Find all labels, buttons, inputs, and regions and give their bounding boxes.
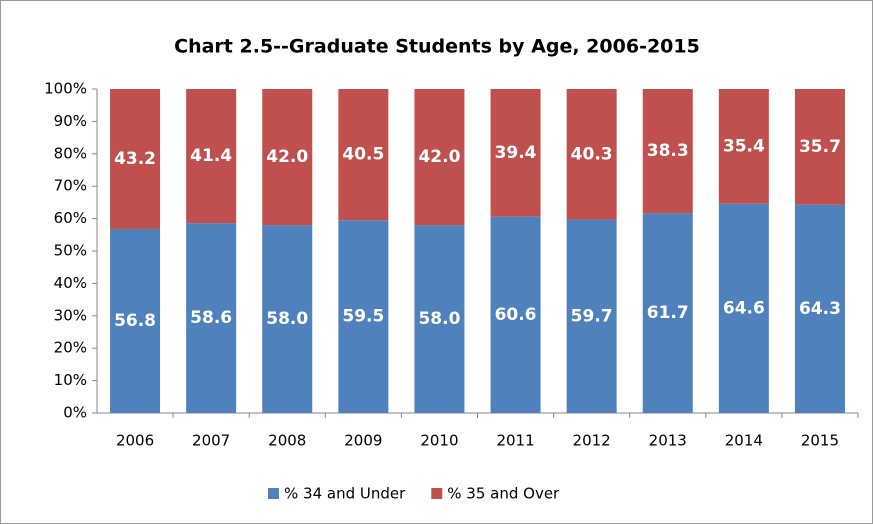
x-tick-label: 2012 <box>573 432 611 450</box>
x-tick-label: 2010 <box>420 432 458 450</box>
x-tick-label: 2009 <box>344 432 382 450</box>
data-label: 40.5 <box>342 145 384 165</box>
bar-segment <box>718 203 769 413</box>
bar-segment <box>794 89 845 205</box>
bar-segment <box>262 225 313 413</box>
x-tick-label: 2011 <box>496 432 534 450</box>
y-tick-label: 100% <box>44 80 87 98</box>
y-tick-label: 50% <box>54 242 87 260</box>
legend-label: % 34 and Under <box>284 485 406 503</box>
bar-segment <box>262 89 313 226</box>
bar-segment <box>110 89 161 229</box>
y-tick-label: 20% <box>54 339 87 357</box>
bar-segment <box>566 219 617 413</box>
y-tick-label: 60% <box>54 209 87 227</box>
bar-segment <box>642 89 693 214</box>
data-label: 39.4 <box>495 143 537 163</box>
bar-segment <box>414 225 465 413</box>
chart-title: Chart 2.5--Graduate Students by Age, 200… <box>174 36 700 58</box>
y-tick-label: 40% <box>54 274 87 292</box>
legend-swatch <box>268 488 279 499</box>
data-label: 41.4 <box>190 146 232 166</box>
data-label: 58.0 <box>418 309 460 329</box>
data-label: 42.0 <box>418 147 460 167</box>
y-tick-label: 0% <box>63 404 87 422</box>
bar-segment <box>566 89 617 220</box>
legend-label: % 35 and Over <box>447 485 560 503</box>
bar-segment <box>186 89 237 224</box>
data-label: 61.7 <box>647 303 689 323</box>
bar-segment <box>490 89 541 217</box>
bar-segment <box>186 223 237 413</box>
data-label: 42.0 <box>266 147 308 167</box>
data-label: 64.6 <box>723 298 765 318</box>
y-tick-label: 70% <box>54 177 87 195</box>
legend-swatch <box>431 488 443 499</box>
y-tick-label: 80% <box>54 144 87 162</box>
bar-segment <box>642 213 693 413</box>
x-tick-label: 2014 <box>725 432 763 450</box>
data-label: 43.2 <box>114 149 156 169</box>
bar-segment <box>338 89 389 221</box>
y-tick-label: 30% <box>54 306 87 324</box>
x-tick-label: 2008 <box>268 432 306 450</box>
bar-segment <box>794 204 845 413</box>
data-label: 56.8 <box>114 311 156 331</box>
y-tick-label: 10% <box>54 371 87 389</box>
data-label: 58.0 <box>266 309 308 329</box>
data-label: 35.7 <box>799 137 841 157</box>
data-label: 59.7 <box>571 306 613 326</box>
y-tick-label: 90% <box>54 112 87 130</box>
bar-segment <box>718 89 769 204</box>
bar-segment <box>414 89 465 226</box>
bar-segment <box>338 220 389 413</box>
data-label: 40.3 <box>571 144 613 164</box>
data-label: 60.6 <box>495 305 537 325</box>
x-tick-label: 2006 <box>116 432 154 450</box>
bar-segment <box>110 228 161 413</box>
data-label: 59.5 <box>342 307 384 327</box>
data-label: 64.3 <box>799 299 841 319</box>
x-tick-label: 2015 <box>801 432 839 450</box>
bar-segment <box>490 216 541 413</box>
data-label: 35.4 <box>723 136 765 156</box>
x-tick-label: 2013 <box>649 432 687 450</box>
data-label: 58.6 <box>190 308 232 328</box>
x-tick-label: 2007 <box>192 432 230 450</box>
data-label: 38.3 <box>647 141 689 161</box>
